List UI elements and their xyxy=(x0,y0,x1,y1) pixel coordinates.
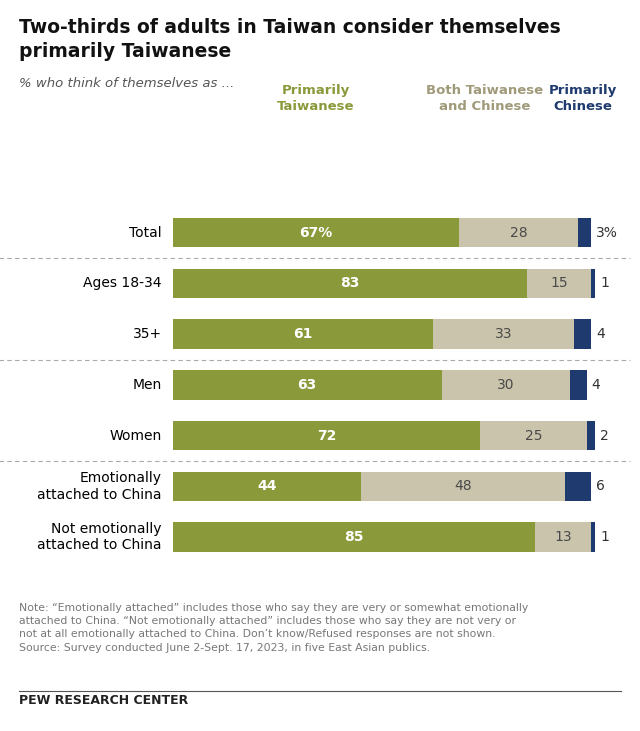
Bar xyxy=(173,370,442,400)
Text: 13: 13 xyxy=(554,530,572,544)
Bar xyxy=(587,421,595,450)
Bar xyxy=(578,218,591,247)
Bar xyxy=(480,421,587,450)
Bar xyxy=(173,319,433,349)
Text: 3%: 3% xyxy=(596,226,618,240)
Text: 67%: 67% xyxy=(299,226,332,240)
Bar xyxy=(360,471,565,501)
Text: % who think of themselves as ...: % who think of themselves as ... xyxy=(19,77,235,90)
Text: 1: 1 xyxy=(600,530,609,544)
Text: 44: 44 xyxy=(257,480,276,493)
Text: 48: 48 xyxy=(454,480,472,493)
Text: 1: 1 xyxy=(600,276,609,290)
Bar xyxy=(173,471,360,501)
Bar xyxy=(173,218,459,247)
Bar xyxy=(565,471,591,501)
Text: 83: 83 xyxy=(340,276,360,290)
Text: 28: 28 xyxy=(509,226,527,240)
Bar xyxy=(442,370,570,400)
Text: PEW RESEARCH CENTER: PEW RESEARCH CENTER xyxy=(19,694,188,708)
Text: 72: 72 xyxy=(317,428,336,443)
Bar xyxy=(570,370,587,400)
Bar xyxy=(173,523,536,552)
Text: Both Taiwanese
and Chinese: Both Taiwanese and Chinese xyxy=(426,84,543,113)
Bar xyxy=(591,523,595,552)
Text: 63: 63 xyxy=(298,378,317,392)
Text: 2: 2 xyxy=(600,428,609,443)
Bar xyxy=(536,523,591,552)
Text: 85: 85 xyxy=(344,530,364,544)
Text: 30: 30 xyxy=(497,378,515,392)
Text: 61: 61 xyxy=(293,327,312,341)
Text: Primarily
Chinese: Primarily Chinese xyxy=(548,84,616,113)
Bar xyxy=(459,218,578,247)
Text: 25: 25 xyxy=(525,428,542,443)
Text: Primarily
Taiwanese: Primarily Taiwanese xyxy=(277,84,355,113)
Text: 4: 4 xyxy=(592,378,600,392)
Bar xyxy=(527,269,591,298)
Text: 33: 33 xyxy=(495,327,512,341)
Text: Two-thirds of adults in Taiwan consider themselves
primarily Taiwanese: Two-thirds of adults in Taiwan consider … xyxy=(19,18,561,61)
Text: Note: “Emotionally attached” includes those who say they are very or somewhat em: Note: “Emotionally attached” includes th… xyxy=(19,603,529,653)
Bar xyxy=(173,421,480,450)
Text: 4: 4 xyxy=(596,327,605,341)
Bar xyxy=(433,319,574,349)
Bar xyxy=(574,319,591,349)
Text: 6: 6 xyxy=(596,480,605,493)
Text: 15: 15 xyxy=(550,276,568,290)
Bar xyxy=(591,269,595,298)
Bar xyxy=(173,269,527,298)
